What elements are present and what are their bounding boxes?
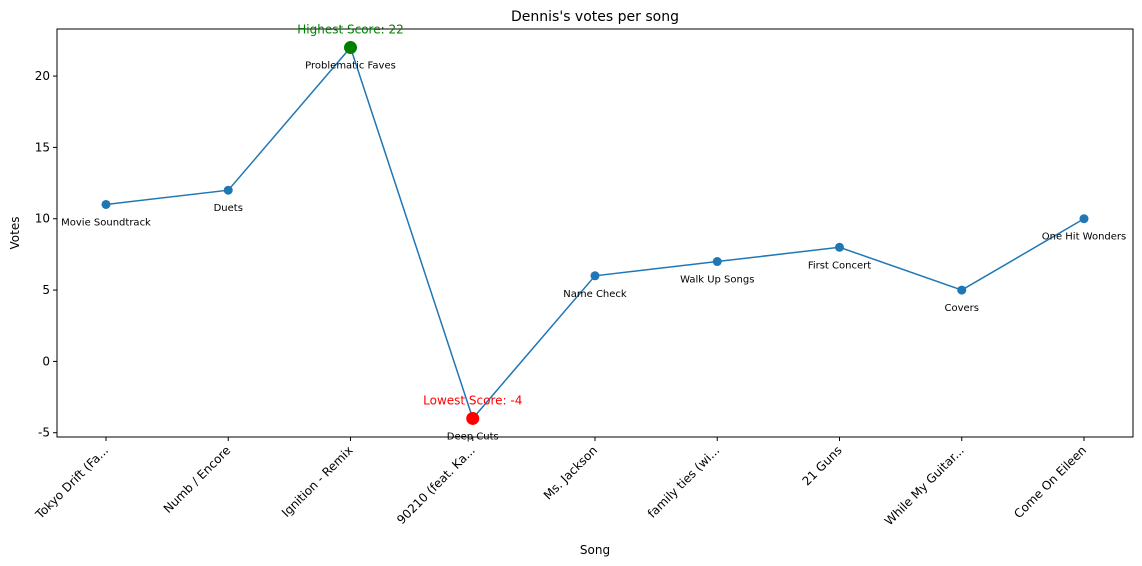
x-tick-label: family ties (wi...: [645, 443, 723, 521]
x-tick-label: 90210 (feat. Ka...: [394, 443, 478, 527]
x-axis: Tokyo Drift (Fa... Numb / Encore Ignition …: [32, 437, 1089, 528]
x-tick-label: Numb / Encore: [161, 443, 234, 516]
y-axis: -5 0 5 10 15 20: [35, 69, 57, 440]
point-label: Deep Cuts: [447, 431, 499, 442]
data-points: [101, 41, 1089, 425]
x-axis-label: Song: [580, 543, 610, 557]
x-tick-label: Ignition - Remix: [279, 443, 356, 520]
point-label: Movie Soundtrack: [61, 217, 151, 228]
y-tick-label: 0: [42, 354, 50, 368]
data-point: [712, 257, 722, 267]
data-point: [1079, 214, 1089, 224]
annotations: Highest Score: 22 Lowest Score: -4: [297, 23, 522, 408]
highest-score-annotation: Highest Score: 22: [297, 23, 403, 37]
point-label: Duets: [214, 203, 243, 214]
point-labels: Movie Soundtrack Duets Problematic Faves De…: [61, 61, 1126, 443]
point-label: Problematic Faves: [305, 61, 396, 72]
x-tick-label: Ms. Jackson: [541, 443, 600, 502]
lowest-score-annotation: Lowest Score: -4: [423, 393, 522, 407]
data-point: [223, 185, 233, 195]
max-point-marker: [344, 41, 357, 55]
y-tick-label: -5: [38, 426, 50, 440]
y-tick-label: 10: [35, 212, 50, 226]
min-point-marker: [466, 411, 480, 425]
y-tick-label: 15: [35, 140, 50, 154]
series-line: [105, 46, 1085, 420]
point-label: Walk Up Songs: [680, 275, 754, 286]
data-point: [957, 285, 967, 295]
point-label: One Hit Wonders: [1042, 232, 1127, 243]
point-label: Covers: [945, 303, 980, 314]
data-point: [101, 199, 111, 209]
point-label: Name Check: [563, 289, 627, 300]
point-label: First Concert: [808, 260, 871, 271]
plot-frame: [56, 28, 1134, 438]
data-point: [590, 271, 600, 281]
x-tick-label: Tokyo Drift (Fa...: [32, 443, 111, 522]
x-tick-label: 21 Guns: [799, 443, 844, 488]
chart-title: Dennis's votes per song: [511, 9, 679, 25]
y-tick-label: 20: [35, 69, 50, 83]
x-tick-label: While My Guitar...: [882, 443, 967, 528]
y-axis-label: Votes: [8, 217, 22, 250]
data-point: [835, 242, 844, 252]
y-tick-label: 5: [42, 283, 50, 297]
x-tick-label: Come On Eileen: [1011, 443, 1089, 521]
